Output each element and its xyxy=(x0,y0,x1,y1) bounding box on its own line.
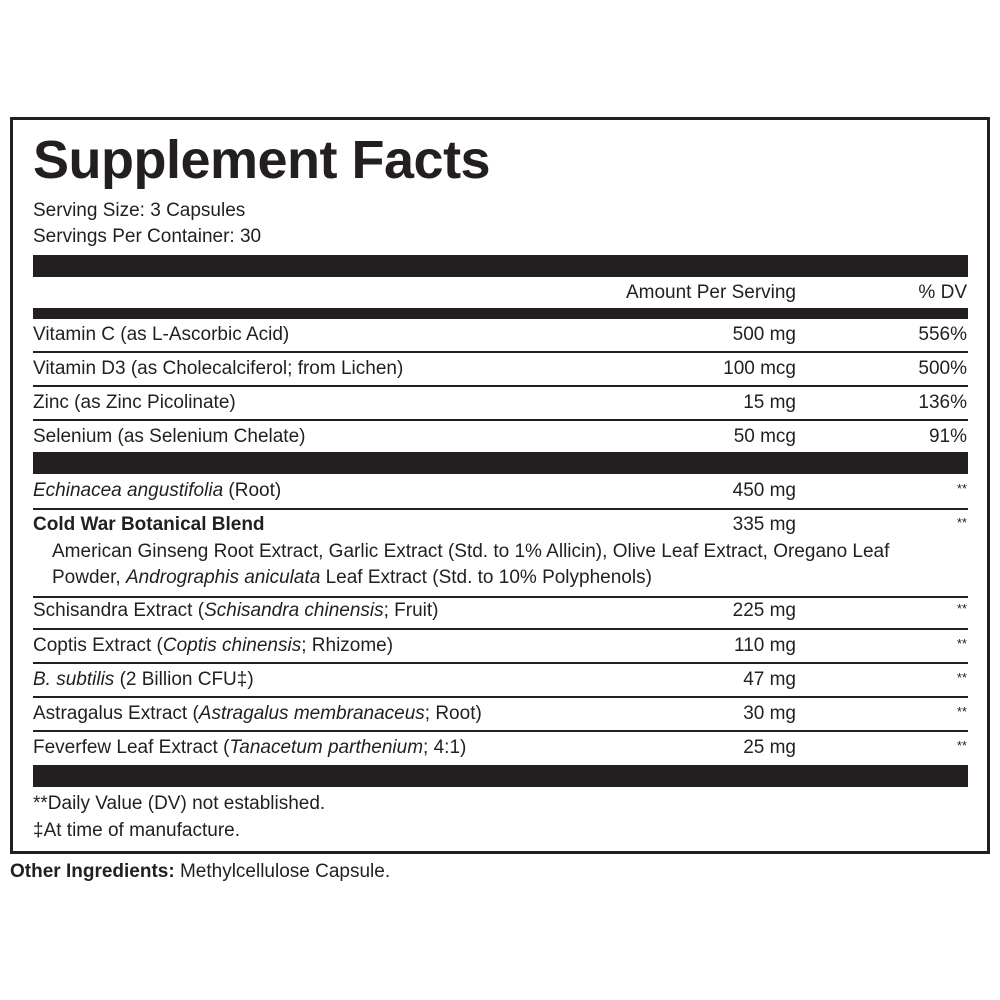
footnote-dv: **Daily Value (DV) not established. xyxy=(33,793,326,814)
name-segment: Vitamin C (as L-Ascorbic Acid) xyxy=(33,324,290,345)
nutrient-row: Vitamin C (as L-Ascorbic Acid) xyxy=(33,324,289,346)
other-ingredients: Other Ingredients: Methylcellulose Capsu… xyxy=(10,861,390,883)
name-segment: ; 4:1) xyxy=(423,737,467,758)
blend-amount: 335 mg xyxy=(732,514,796,535)
name-segment: Feverfew Leaf Extract ( xyxy=(33,737,230,758)
ingredient-row: Feverfew Leaf Extract (Tanacetum parthen… xyxy=(33,737,466,759)
dv-value: ** xyxy=(956,601,967,616)
name-segment: ; Root) xyxy=(424,703,482,724)
amount-value: 15 mg xyxy=(743,392,796,413)
other-ingredients-label: Other Ingredients: xyxy=(10,861,175,882)
name-segment: Schisandra chinensis xyxy=(204,600,384,621)
name-segment: Selenium (as Selenium Chelate) xyxy=(33,426,306,447)
name-segment: Echinacea angustifolia xyxy=(33,480,224,501)
thin-divider xyxy=(33,730,968,732)
name-segment: Astragalus Extract ( xyxy=(33,703,199,724)
amount-value: 47 mg xyxy=(743,669,796,690)
dv-value: 136% xyxy=(918,392,967,413)
name-segment: Powder, xyxy=(52,567,126,588)
panel-title: Supplement Facts xyxy=(33,130,491,190)
amount-value: 100 mcg xyxy=(723,358,796,379)
ingredient-row: Schisandra Extract (Schisandra chinensis… xyxy=(33,600,439,622)
dv-header: % DV xyxy=(918,282,967,303)
thin-divider xyxy=(33,385,968,387)
dv-value: ** xyxy=(956,738,967,753)
thin-divider xyxy=(33,351,968,353)
name-segment: (2 Billion CFU‡) xyxy=(114,669,254,690)
name-segment: Vitamin D3 (as Cholecalciferol; from Lic… xyxy=(33,358,404,379)
dv-value: 91% xyxy=(928,426,967,447)
dv-value: ** xyxy=(956,670,967,685)
name-segment: ; Rhizome) xyxy=(301,635,394,656)
ingredient-row: Coptis Extract (Coptis chinensis; Rhizom… xyxy=(33,635,393,657)
ingredient-row: B. subtilis (2 Billion CFU‡) xyxy=(33,669,254,691)
thin-divider xyxy=(33,696,968,698)
dv-value: 556% xyxy=(918,324,967,345)
amount-value: 225 mg xyxy=(732,600,796,621)
name-segment: ; Fruit) xyxy=(383,600,439,621)
name-segment: Schisandra Extract ( xyxy=(33,600,205,621)
other-ingredients-value: Methylcellulose Capsule. xyxy=(174,861,391,882)
dv-value: ** xyxy=(956,481,967,496)
nutrient-row: Vitamin D3 (as Cholecalciferol; from Lic… xyxy=(33,358,403,380)
thin-divider xyxy=(33,628,968,630)
name-segment: (Root) xyxy=(223,480,282,501)
amount-value: 25 mg xyxy=(743,737,796,758)
serving-size: Serving Size: 3 Capsules xyxy=(33,200,246,221)
amount-value: 50 mcg xyxy=(733,426,796,447)
name-segment: Leaf Extract (Std. to 10% Polyphenols) xyxy=(320,567,652,588)
blend-dv: ** xyxy=(956,515,967,530)
dv-value: ** xyxy=(956,636,967,651)
amount-header: Amount Per Serving xyxy=(625,282,796,303)
blend-ingredients-line1: American Ginseng Root Extract, Garlic Ex… xyxy=(52,541,890,562)
servings-per-container: Servings Per Container: 30 xyxy=(33,226,262,247)
name-segment: Coptis Extract ( xyxy=(33,635,163,656)
name-segment: Astragalus membranaceus xyxy=(198,703,425,724)
name-segment: B. subtilis xyxy=(33,669,115,690)
amount-value: 450 mg xyxy=(732,480,796,501)
thick-divider xyxy=(33,765,968,787)
dv-value: ** xyxy=(956,704,967,719)
name-segment: Coptis chinensis xyxy=(162,635,302,656)
blend-ingredients-line2: Powder, Andrographis aniculata Leaf Extr… xyxy=(52,567,652,589)
name-segment: Andrographis aniculata xyxy=(125,567,321,588)
footnote-manufacture: ‡At time of manufacture. xyxy=(33,820,240,841)
nutrient-row: Zinc (as Zinc Picolinate) xyxy=(33,392,236,414)
amount-value: 30 mg xyxy=(743,703,796,724)
name-segment: Zinc (as Zinc Picolinate) xyxy=(33,392,236,413)
thin-divider xyxy=(33,508,968,510)
blend-name: Cold War Botanical Blend xyxy=(33,514,265,535)
supplement-facts-panel xyxy=(10,117,990,854)
thin-divider xyxy=(33,419,968,421)
amount-value: 110 mg xyxy=(734,635,796,656)
dv-value: 500% xyxy=(918,358,967,379)
medium-divider xyxy=(33,308,968,319)
thick-divider xyxy=(33,255,968,277)
thin-divider xyxy=(33,662,968,664)
ingredient-row: Astragalus Extract (Astragalus membranac… xyxy=(33,703,482,725)
amount-value: 500 mg xyxy=(732,324,796,345)
thick-divider xyxy=(33,452,968,474)
ingredient-row: Echinacea angustifolia (Root) xyxy=(33,480,281,502)
thin-divider xyxy=(33,596,968,598)
nutrient-row: Selenium (as Selenium Chelate) xyxy=(33,426,305,448)
name-segment: Tanacetum parthenium xyxy=(229,737,424,758)
